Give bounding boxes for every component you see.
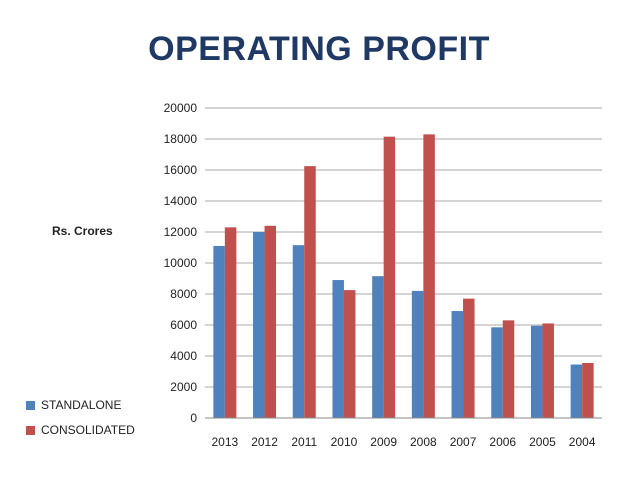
x-tick-label: 2008 — [410, 435, 437, 449]
bar-consolidated-2004 — [582, 362, 594, 418]
chart-title: OPERATING PROFIT — [148, 30, 490, 68]
x-tick-label: 2006 — [489, 435, 516, 449]
x-tick-label: 2004 — [569, 435, 596, 449]
bar-standalone-2013 — [213, 245, 225, 418]
bar-consolidated-2009 — [383, 136, 396, 419]
y-tick-label: 16000 — [164, 163, 198, 177]
bar-standalone-2006 — [491, 327, 503, 418]
legend-label-consolidated: CONSOLIDATED — [41, 423, 135, 437]
bar-consolidated-2008 — [423, 134, 435, 418]
x-tick-label: 2005 — [529, 435, 556, 449]
x-tick-label: 2012 — [251, 435, 278, 449]
legend-item-standalone: STANDALONE — [26, 398, 121, 412]
bars — [213, 134, 594, 419]
legend-item-consolidated: CONSOLIDATED — [26, 423, 135, 437]
legend-label-standalone: STANDALONE — [41, 398, 122, 412]
bar-standalone-2008 — [411, 290, 424, 418]
x-tick-label: 2009 — [370, 435, 397, 449]
y-tick-label: 10000 — [164, 256, 198, 270]
y-tick-label: 8000 — [170, 287, 197, 301]
bar-consolidated-2010 — [343, 290, 356, 418]
bar-standalone-2007 — [451, 311, 464, 418]
legend-swatch-consolidated — [26, 425, 35, 435]
y-tick-label: 6000 — [170, 318, 197, 332]
y-tick-label: 20000 — [164, 101, 198, 115]
y-tick-label: 12000 — [164, 225, 198, 239]
bar-standalone-2012 — [253, 232, 265, 418]
bar-standalone-2005 — [530, 325, 543, 418]
bar-standalone-2010 — [332, 280, 344, 418]
bar-consolidated-2011 — [304, 166, 316, 418]
x-tick-label: 2011 — [291, 435, 317, 449]
y-tick-label: 14000 — [164, 194, 198, 208]
bar-consolidated-2006 — [502, 320, 515, 418]
bar-standalone-2011 — [292, 245, 305, 418]
bar-consolidated-2013 — [224, 227, 237, 418]
bar-standalone-2004 — [570, 364, 583, 418]
y-tick-label: 2000 — [170, 380, 197, 394]
bar-consolidated-2012 — [264, 225, 277, 418]
x-tick-label: 2013 — [211, 435, 238, 449]
y-tick-label: 18000 — [164, 132, 198, 146]
bar-consolidated-2007 — [463, 298, 475, 418]
x-tick-label: 2007 — [450, 435, 477, 449]
bar-standalone-2009 — [372, 276, 384, 418]
y-axis-label: Rs. Crores — [52, 224, 113, 238]
bar-consolidated-2005 — [542, 323, 554, 418]
y-tick-labels: 0 2000 4000 6000 8000 10000 12000 14000 16000 180… — [164, 101, 198, 425]
x-tick-labels: 2013 2012 2011 2010 2009 2008 2007 2006 2005 2004 — [211, 435, 595, 449]
y-tick-label: 0 — [190, 411, 197, 425]
x-tick-label: 2010 — [331, 435, 358, 449]
y-tick-label: 4000 — [170, 349, 197, 363]
legend-swatch-standalone — [26, 400, 35, 410]
